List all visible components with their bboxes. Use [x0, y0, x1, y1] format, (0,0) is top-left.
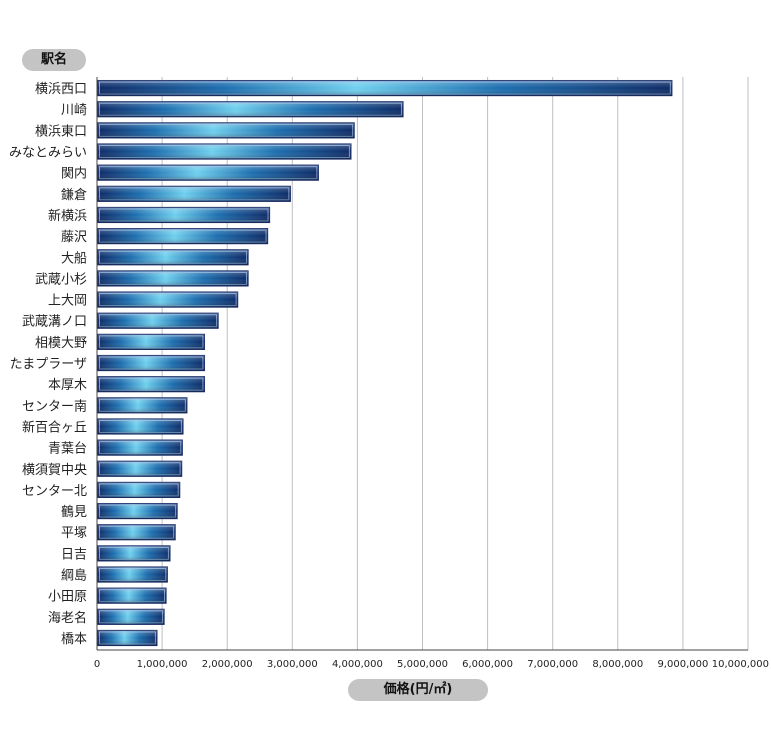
bar — [97, 312, 219, 329]
category-label: 橋本 — [61, 632, 87, 647]
bar — [97, 270, 249, 287]
bar-shade — [98, 165, 319, 181]
bar — [97, 354, 206, 372]
category-label: みなとみらい — [9, 146, 87, 161]
bar-shade — [98, 376, 205, 392]
x-tick-label: 0 — [94, 659, 100, 670]
bar — [97, 291, 239, 308]
x-axis-title: 価格(円/㎡) — [348, 679, 488, 701]
category-label: 大船 — [61, 251, 87, 266]
bar-shade — [98, 545, 170, 561]
bar — [97, 249, 249, 266]
x-tick-label: 7,000,000 — [527, 659, 578, 670]
bar — [97, 524, 176, 541]
bar — [97, 481, 181, 499]
bar — [97, 122, 355, 139]
bar-shade — [98, 228, 268, 244]
bar — [97, 566, 168, 583]
category-label: 青葉台 — [48, 442, 87, 457]
bar — [97, 502, 178, 520]
bar — [97, 608, 165, 625]
bar-shade — [98, 144, 351, 160]
bar — [97, 143, 352, 160]
bar-shade — [98, 503, 178, 519]
bar — [97, 587, 167, 604]
x-tick-label: 10,000,000 — [712, 659, 769, 670]
bar-shade — [98, 397, 187, 413]
bar-shade — [98, 630, 157, 646]
category-label: 上大岡 — [48, 294, 87, 309]
x-tick-label: 2,000,000 — [202, 659, 253, 670]
bar-shade — [98, 292, 238, 308]
category-label: 横浜東口 — [35, 123, 87, 139]
category-label: 小田原 — [48, 590, 87, 605]
category-label: 武蔵溝ノ口 — [22, 315, 87, 330]
bar-shade — [98, 313, 219, 329]
bar — [97, 164, 319, 181]
x-tick-label: 5,000,000 — [397, 659, 448, 670]
category-label: 本厚木 — [48, 378, 87, 393]
category-label: 武蔵小杉 — [35, 272, 87, 287]
category-label: 日吉 — [61, 547, 87, 562]
category-label: 平塚 — [61, 526, 87, 541]
bar-shade — [98, 461, 182, 477]
bar — [97, 460, 183, 477]
bar-shade — [98, 101, 403, 117]
bar — [97, 333, 206, 350]
x-tick-label: 3,000,000 — [267, 659, 318, 670]
y-axis-title: 駅名 — [22, 49, 86, 71]
category-label: 相模大野 — [35, 336, 87, 351]
category-label: センター南 — [22, 398, 87, 414]
x-tick-labels: 0 1,000,000 2,000,000 3,000,000 4,000,000 5,0… — [94, 659, 769, 670]
bar-shade — [98, 334, 205, 350]
bar-shade — [98, 567, 168, 583]
x-tick-label: 9,000,000 — [657, 659, 708, 670]
bar-shade — [98, 482, 180, 498]
grid-lines — [161, 77, 749, 650]
x-tick-label: 1,000,000 — [137, 659, 188, 670]
bar-shade — [98, 440, 183, 456]
category-label: 海老名 — [48, 610, 87, 626]
x-tick-label: 6,000,000 — [462, 659, 513, 670]
bar — [97, 439, 183, 456]
bar — [97, 418, 184, 435]
bar-shade — [98, 122, 355, 138]
category-label: 鶴見 — [61, 504, 87, 520]
bar-shade — [98, 524, 176, 540]
bar — [97, 397, 188, 414]
bar-shade — [98, 609, 165, 625]
bar — [97, 376, 206, 393]
bar-shade — [98, 355, 205, 371]
bar-shade — [98, 207, 270, 223]
category-labels: 横浜西口川崎横浜東口みなとみらい関内鎌倉新横浜藤沢大船武蔵小杉上大岡武蔵溝ノ口相… — [9, 82, 87, 647]
category-label: 綱島 — [61, 569, 87, 584]
bar — [97, 101, 404, 118]
category-label: センター北 — [22, 484, 87, 499]
bar-shade — [98, 418, 183, 434]
bars — [97, 79, 673, 647]
bar — [97, 79, 673, 97]
bar-shade — [98, 186, 291, 202]
bar-shade — [98, 80, 672, 96]
x-tick-label: 4,000,000 — [332, 659, 383, 670]
category-label: たまプラーザ — [10, 357, 87, 372]
bar-shade — [98, 249, 249, 265]
bar — [97, 185, 291, 202]
category-label: 新横浜 — [48, 208, 87, 224]
bar-shade — [98, 588, 167, 604]
category-label: 新百合ヶ丘 — [22, 419, 87, 435]
bar-shade — [98, 270, 249, 286]
category-label: 川崎 — [61, 103, 87, 118]
category-label: 横浜西口 — [35, 82, 87, 97]
bar — [97, 228, 269, 245]
category-label: 藤沢 — [61, 230, 87, 245]
x-tick-label: 8,000,000 — [592, 659, 643, 670]
bar — [97, 629, 158, 647]
category-label: 関内 — [61, 166, 87, 182]
bar — [97, 545, 171, 562]
bar — [97, 206, 271, 224]
category-label: 鎌倉 — [61, 188, 87, 203]
category-label: 横須賀中央 — [22, 463, 87, 478]
